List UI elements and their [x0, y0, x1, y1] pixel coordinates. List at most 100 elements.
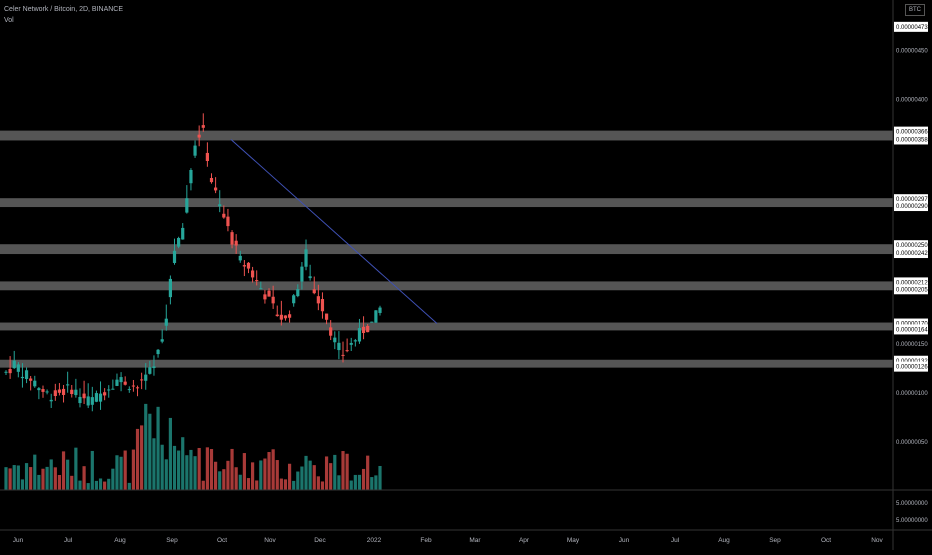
zone-price-box — [894, 361, 928, 372]
candle-body — [20, 376, 25, 379]
candle-body — [103, 392, 107, 396]
volume-bar — [168, 417, 172, 490]
candle-body — [275, 314, 279, 317]
volume-bar — [61, 451, 66, 490]
candle-body — [304, 249, 308, 267]
volume-bar — [250, 462, 255, 490]
trend-layer — [230, 139, 438, 324]
candle-body — [230, 232, 234, 245]
candle-body — [296, 289, 300, 297]
volume-bar — [374, 475, 378, 490]
price-tick-label: 0.00000100 — [896, 391, 928, 397]
candle-body — [222, 213, 226, 218]
volume-bar — [90, 450, 94, 490]
zone-price-label: 0.00000366 — [896, 130, 928, 136]
candle-body — [185, 198, 189, 213]
price-tick-label: 0.00000050 — [896, 440, 928, 446]
volume-bar — [370, 477, 374, 490]
candle-body — [24, 370, 29, 380]
volume-bar — [230, 448, 234, 490]
candle-body — [209, 178, 214, 183]
time-tick-label: Oct — [821, 537, 831, 544]
zone-price-box — [894, 248, 928, 259]
time-tick-label: Nov — [264, 537, 276, 544]
volume-bar — [296, 471, 300, 490]
candle-body — [160, 339, 164, 342]
volume-bar — [4, 467, 8, 490]
volume-bar — [181, 437, 185, 490]
candle-body — [70, 389, 74, 395]
candle-body — [61, 388, 66, 395]
zone-price-label: 0.00000126 — [896, 365, 928, 371]
zone-price-box — [894, 240, 928, 251]
support-zone — [0, 322, 893, 331]
candle-body — [90, 397, 94, 405]
volume-bar — [45, 466, 49, 490]
candle-body — [37, 388, 41, 391]
time-tick-label: Apr — [519, 537, 530, 544]
candle-body — [148, 367, 152, 374]
candle-body — [82, 393, 86, 399]
volume-bar — [320, 481, 325, 490]
candle-body — [57, 389, 62, 393]
volume-bar — [135, 428, 140, 490]
zone-price-label: 0.00000164 — [896, 327, 928, 333]
time-tick-label: Sep — [166, 537, 178, 544]
volume-bar — [283, 479, 288, 490]
volume-bar — [119, 456, 123, 490]
volume-bar — [361, 468, 366, 490]
support-zone — [0, 130, 893, 141]
volume-bar — [86, 483, 90, 490]
zone-price-label: 0.00000290 — [896, 204, 928, 210]
candle-body — [140, 379, 144, 381]
candle-body — [279, 314, 283, 320]
zone-price-box — [894, 201, 928, 212]
zone-price-box — [894, 318, 928, 329]
candle-body — [353, 340, 357, 342]
volume-bar — [131, 449, 136, 490]
candle-body — [115, 379, 119, 386]
candle-body — [337, 342, 341, 351]
volume-bar — [366, 455, 370, 490]
volume-bar — [209, 449, 214, 490]
volume-bar — [234, 467, 238, 490]
volume-bar — [41, 468, 45, 490]
time-tick-label: Jun — [13, 537, 24, 544]
volume-bar — [337, 475, 341, 490]
volume-layer — [4, 403, 382, 490]
time-tick-label: Mar — [469, 537, 481, 544]
volume-bar — [259, 460, 263, 490]
candle-body — [119, 377, 123, 383]
volume-bar — [316, 476, 320, 490]
price-marker-label: 0.00000473 — [896, 25, 928, 31]
currency-badge[interactable]: BTC — [905, 4, 925, 16]
candle-body — [287, 314, 292, 318]
volume-bar — [66, 459, 70, 490]
volume-bar — [164, 459, 168, 490]
volume-bar — [103, 481, 107, 490]
volume-bar — [148, 413, 152, 490]
candle-body — [177, 238, 181, 247]
zone-price-label: 0.00000242 — [896, 251, 928, 257]
volume-bar — [12, 465, 16, 490]
candle-body — [226, 216, 230, 227]
candle-body — [308, 276, 312, 279]
volume-bar — [304, 455, 308, 490]
candle-body — [292, 295, 296, 304]
candle-body — [214, 187, 218, 191]
candle-body — [181, 227, 185, 240]
candle-body — [41, 389, 45, 392]
volume-bar — [214, 461, 218, 490]
time-tick-label: Oct — [217, 537, 227, 544]
candle-body — [205, 152, 209, 162]
volume-bar — [140, 425, 144, 490]
volume-bar — [242, 453, 246, 490]
volume-bar — [160, 444, 164, 490]
volume-bar — [53, 467, 57, 490]
zone-price-box — [894, 126, 928, 137]
volume-bar — [345, 453, 349, 490]
